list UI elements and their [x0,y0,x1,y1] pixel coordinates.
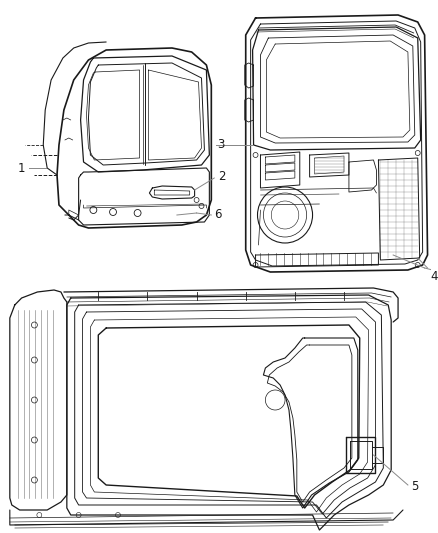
Text: 1: 1 [18,161,25,174]
Text: 2: 2 [218,169,226,182]
Text: 3: 3 [217,139,224,151]
Text: 6: 6 [214,208,222,222]
Text: 4: 4 [431,270,438,283]
Text: 5: 5 [411,481,418,494]
